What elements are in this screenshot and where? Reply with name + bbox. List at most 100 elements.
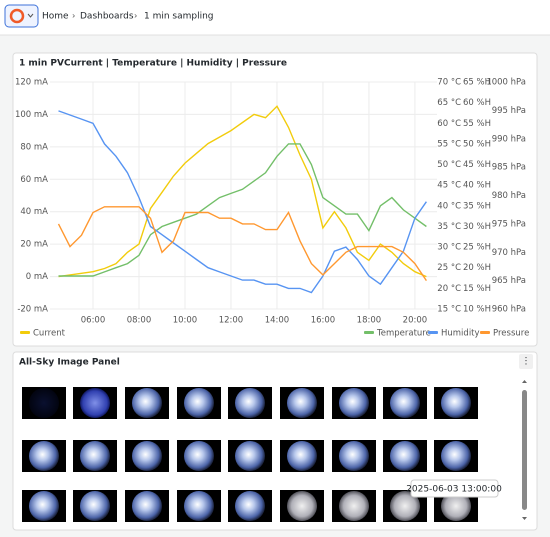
top-bar	[0, 0, 550, 35]
sky-image	[339, 388, 369, 418]
y-tick-label: 25 °C	[437, 263, 461, 273]
panel-title: 1 min PVCurrent | Temperature | Humidity…	[19, 59, 287, 69]
logo-caret	[27, 13, 34, 18]
y-tick-label: 10 %H	[463, 305, 491, 315]
y-tick-label: 45 °C	[437, 181, 461, 191]
sky-image	[184, 491, 214, 521]
x-tick-label: 08:00	[127, 316, 152, 326]
y-tick-label: 20 °C	[437, 284, 461, 294]
chart: -20 mA 0 mA 20 mA 40 mA 60 mA 80 mA 100 mA 120 …	[15, 78, 529, 339]
series-line	[58, 105, 427, 278]
sky-image	[287, 491, 317, 521]
breadcrumb-link[interactable]: Dashboards	[80, 12, 134, 22]
legend-swatch[interactable]	[20, 331, 30, 334]
y-tick-label: 995 hPa	[492, 106, 526, 116]
sky-image	[235, 388, 265, 418]
y-tick-label: 970 hPa	[492, 248, 526, 258]
y-tick-label: -20 mA	[17, 305, 48, 315]
series-line	[57, 206, 427, 281]
y-tick-label: 40 mA	[20, 207, 48, 217]
y-tick-label: 0 mA	[26, 272, 48, 282]
y-tick-label: 100 mA	[15, 110, 48, 120]
y-tick-label: 65 %H	[463, 78, 491, 88]
y-tick-label: 50 %H	[463, 139, 491, 149]
sky-image	[441, 388, 471, 418]
y-tick-label: 990 hPa	[492, 134, 526, 144]
legend-swatch[interactable]	[480, 331, 490, 334]
thumbnails	[22, 387, 478, 522]
sky-image	[390, 441, 420, 471]
y-tick-label: 25 %H	[463, 243, 491, 253]
y-tick-label: 70 °C	[437, 78, 461, 88]
legend-label[interactable]: Temperature	[376, 329, 431, 339]
logo	[9, 8, 25, 24]
y-tick-label: 30 °C	[437, 243, 461, 253]
y-tick-label: 985 hPa	[492, 163, 526, 173]
x-tick-label: 06:00	[81, 316, 106, 326]
sky-image	[80, 388, 110, 418]
sky-image	[441, 491, 471, 521]
y-tick-label: 40 °C	[437, 201, 461, 211]
series-line	[58, 143, 427, 277]
sky-image	[235, 491, 265, 521]
legend-swatch[interactable]	[364, 331, 374, 334]
legend-swatch[interactable]	[428, 331, 438, 334]
y-tick-label: 60 mA	[20, 175, 48, 185]
sky-image	[339, 441, 369, 471]
legend-label[interactable]: Humidity	[441, 329, 480, 339]
y-tick-label: 15 %H	[463, 284, 491, 294]
breadcrumb-sep: ›	[72, 12, 75, 22]
y-tick-label: 50 °C	[437, 160, 461, 170]
x-tick-label: 10:00	[173, 316, 198, 326]
y-tick-label: 15 °C	[437, 305, 461, 315]
y-tick-label: 30 %H	[463, 222, 491, 232]
chart-panel	[12, 52, 538, 347]
sky-image	[132, 441, 162, 471]
x-tick-label: 12:00	[219, 316, 244, 326]
y-tick-label: 965 hPa	[492, 276, 526, 286]
breadcrumb-sep: ›	[134, 12, 137, 22]
tooltip	[410, 479, 499, 498]
panel-menu-icon: ⋮	[522, 357, 531, 367]
sky-image	[184, 388, 214, 418]
scrollbar[interactable]	[522, 390, 527, 510]
sky-image	[132, 491, 162, 521]
x-tick-label: 18:00	[357, 316, 382, 326]
sky-image	[80, 491, 110, 521]
legend-label[interactable]: Pressure	[493, 329, 529, 339]
sky-image	[29, 491, 59, 521]
x-tick-label: 20:00	[403, 316, 428, 326]
sky-image	[132, 388, 162, 418]
sky-image	[287, 441, 317, 471]
tooltip-text: 2025-06-03 13:00:00	[406, 485, 502, 495]
series-line	[58, 110, 427, 294]
breadcrumb-link[interactable]: Home	[42, 12, 69, 22]
sky-image	[184, 441, 214, 471]
panel-menu[interactable]	[519, 354, 533, 369]
sky-image	[441, 441, 471, 471]
y-tick-label: 60 °C	[437, 119, 461, 129]
y-tick-label: 35 °C	[437, 222, 461, 232]
y-tick-label: 60 %H	[463, 98, 491, 108]
y-tick-label: 980 hPa	[492, 191, 526, 201]
sky-image	[390, 388, 420, 418]
x-tick-label: 16:00	[311, 316, 336, 326]
legend-label[interactable]: Current	[33, 329, 66, 339]
sky-image	[80, 441, 110, 471]
y-tick-label: 40 %H	[463, 181, 491, 191]
sky-image	[29, 441, 59, 471]
breadcrumb-current: 1 min sampling	[144, 12, 214, 22]
y-tick-label: 80 mA	[20, 142, 48, 152]
y-tick-label: 120 mA	[15, 78, 48, 88]
sky-image	[235, 441, 265, 471]
y-tick-label: 975 hPa	[492, 219, 526, 229]
y-tick-label: 20 %H	[463, 263, 491, 273]
x-tick-label: 14:00	[265, 316, 290, 326]
panel-title: All-Sky Image Panel	[19, 358, 120, 368]
sky-image	[390, 491, 420, 521]
y-tick-label: 45 %H	[463, 160, 491, 170]
y-tick-label: 35 %H	[463, 201, 491, 211]
y-tick-label: 65 °C	[437, 98, 461, 108]
sky-image	[287, 388, 317, 418]
